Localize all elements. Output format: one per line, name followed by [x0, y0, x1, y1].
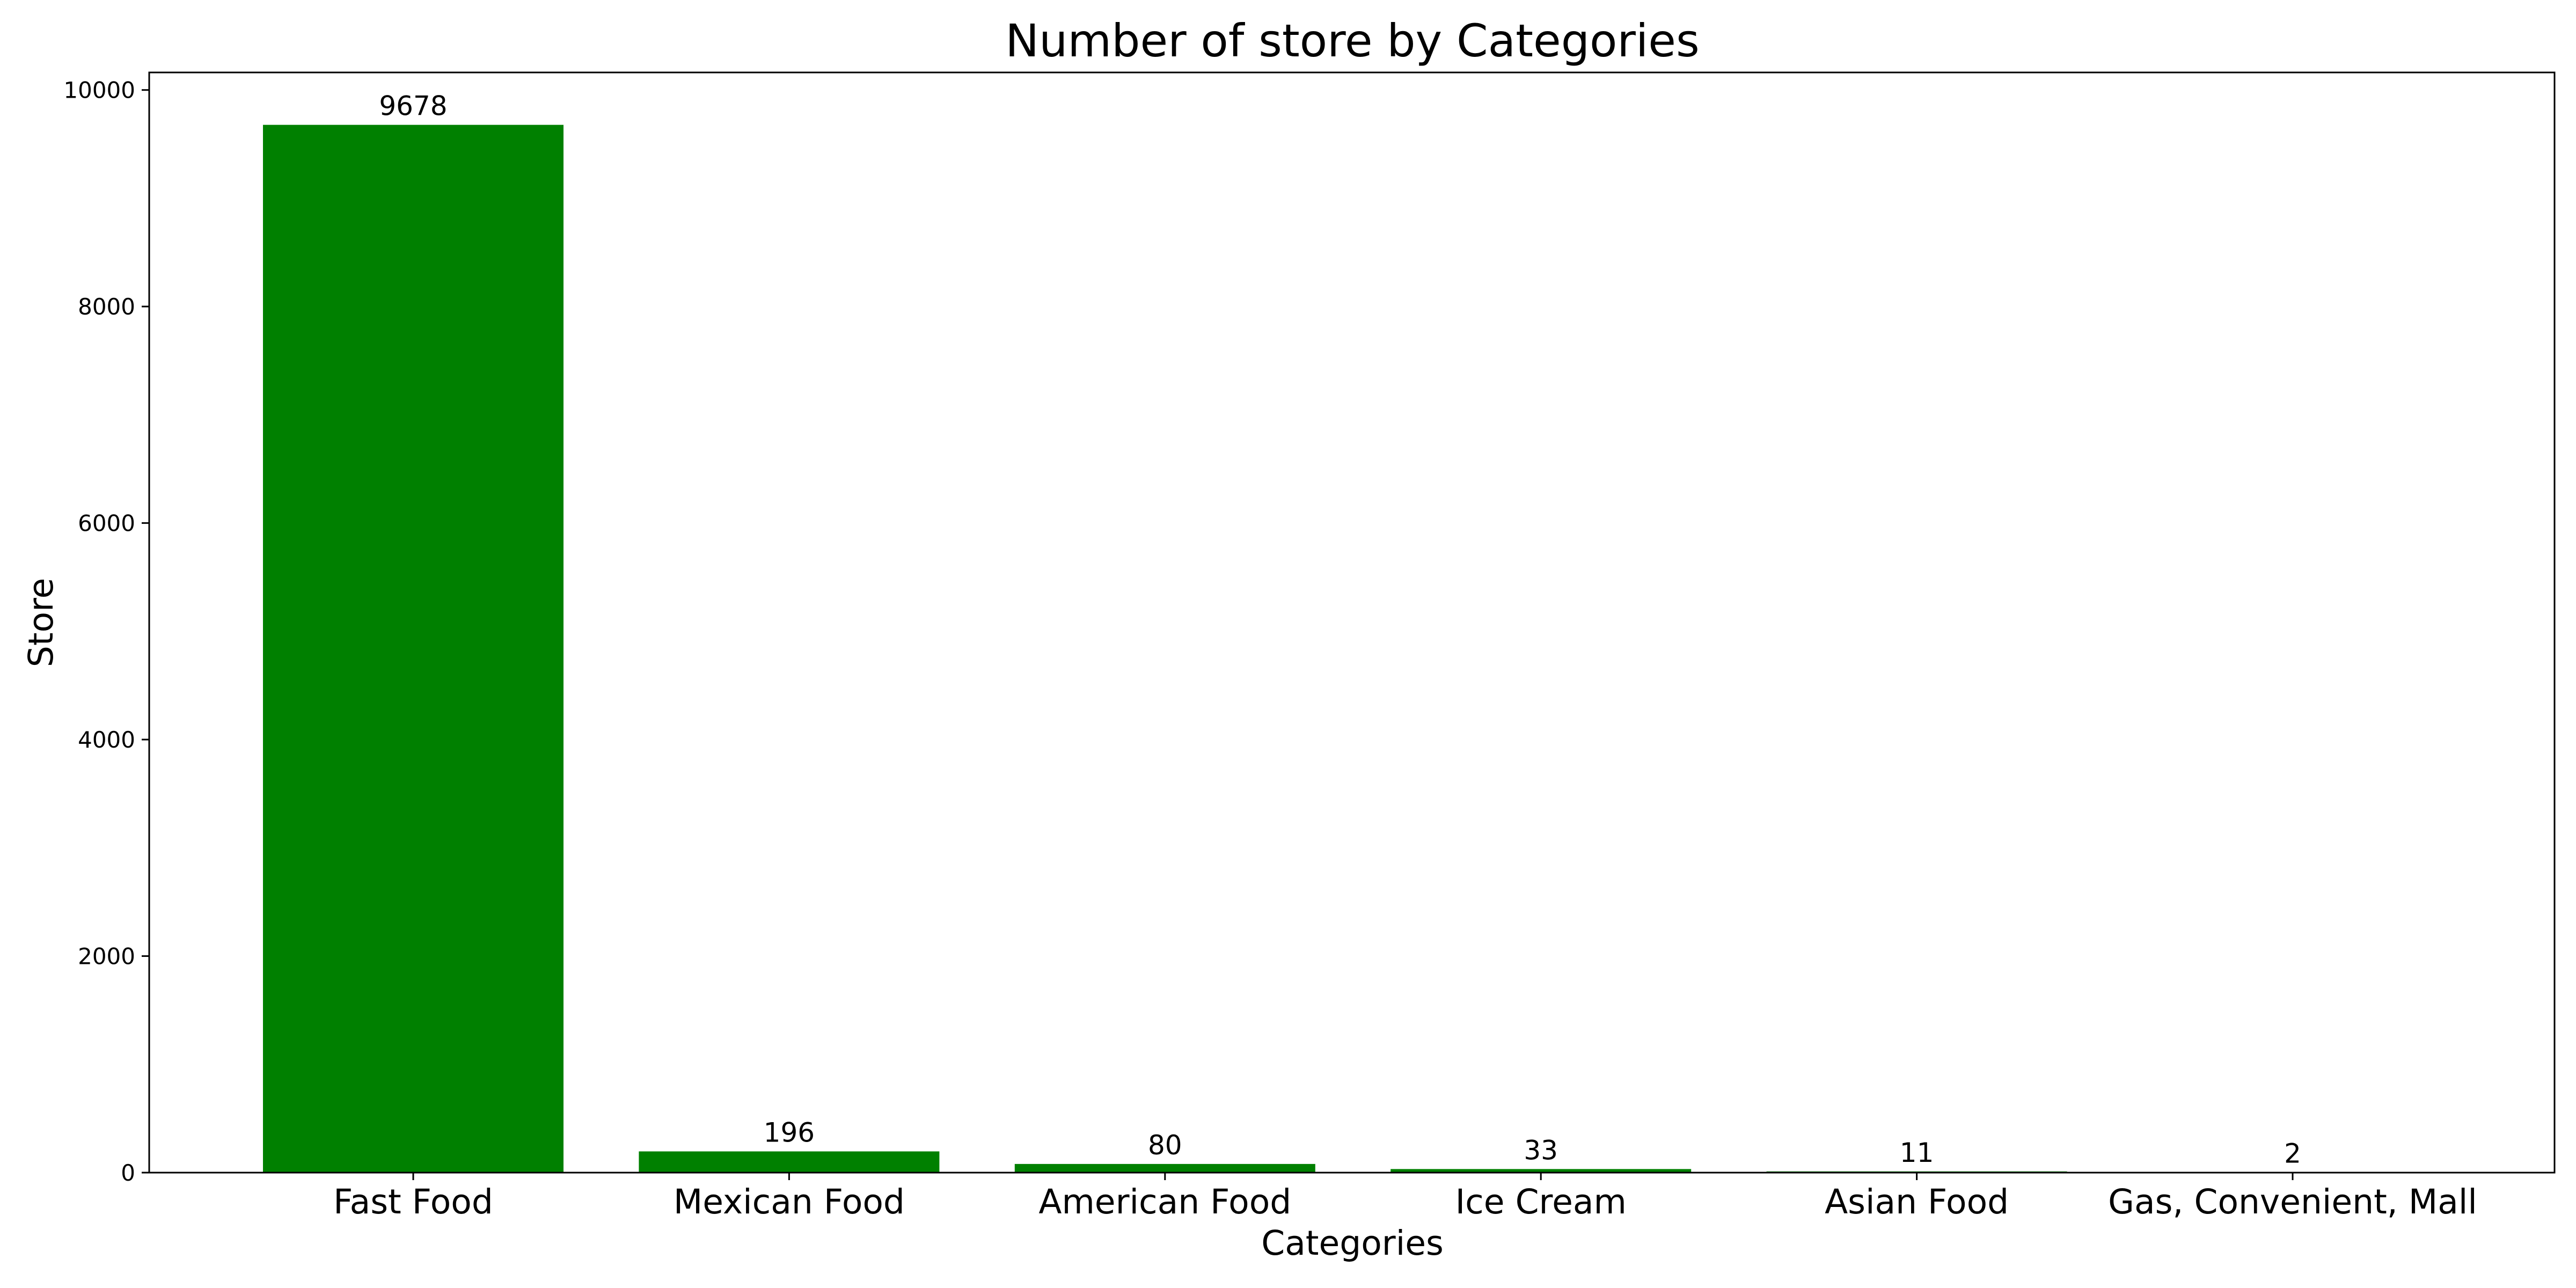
y-axis-ticks: 0 2000 4000 6000 8000 10000 — [63, 77, 149, 1186]
chart-title: Number of store by Categories — [1005, 14, 1699, 67]
plot-frame — [148, 71, 2556, 1174]
data-labels-group: 9678 196 80 33 11 2 — [379, 91, 2301, 1169]
x-tick-label-fast-food: Fast Food — [333, 1182, 493, 1221]
y-tick-label-10000: 10000 — [63, 77, 135, 104]
bar-ice-cream — [1391, 1169, 1692, 1173]
data-label-gas-convenient-mall: 2 — [2284, 1138, 2301, 1169]
x-tick-label-mexican-food: Mexican Food — [674, 1182, 905, 1221]
y-tick-label-4000: 4000 — [78, 727, 135, 753]
x-axis-label: Categories — [1261, 1224, 1444, 1263]
y-axis-label: Store — [21, 578, 61, 668]
data-label-mexican-food: 196 — [764, 1117, 815, 1148]
bar-american-food — [1014, 1163, 1315, 1173]
x-axis-ticks: Fast Food Mexican Food American Food Ice Cr… — [333, 1173, 2477, 1221]
y-tick-label-6000: 6000 — [78, 510, 135, 537]
x-tick-label-ice-cream: Ice Cream — [1455, 1182, 1627, 1221]
x-tick-label-gas-convenient-mall: Gas, Convenient, Mall — [2108, 1182, 2477, 1221]
y-tick-label-0: 0 — [121, 1160, 135, 1186]
bar-mexican-food — [639, 1151, 940, 1173]
data-label-ice-cream: 33 — [1524, 1135, 1558, 1166]
x-tick-label-asian-food: Asian Food — [1825, 1182, 2009, 1221]
y-tick-label-2000: 2000 — [78, 943, 135, 970]
bar-fast-food — [263, 125, 564, 1173]
data-label-asian-food: 11 — [1900, 1137, 1934, 1168]
data-label-fast-food: 9678 — [379, 91, 447, 122]
bars-group — [263, 125, 2443, 1173]
x-tick-label-american-food: American Food — [1038, 1182, 1291, 1221]
data-label-american-food: 80 — [1148, 1130, 1182, 1161]
y-tick-label-8000: 8000 — [78, 294, 135, 320]
